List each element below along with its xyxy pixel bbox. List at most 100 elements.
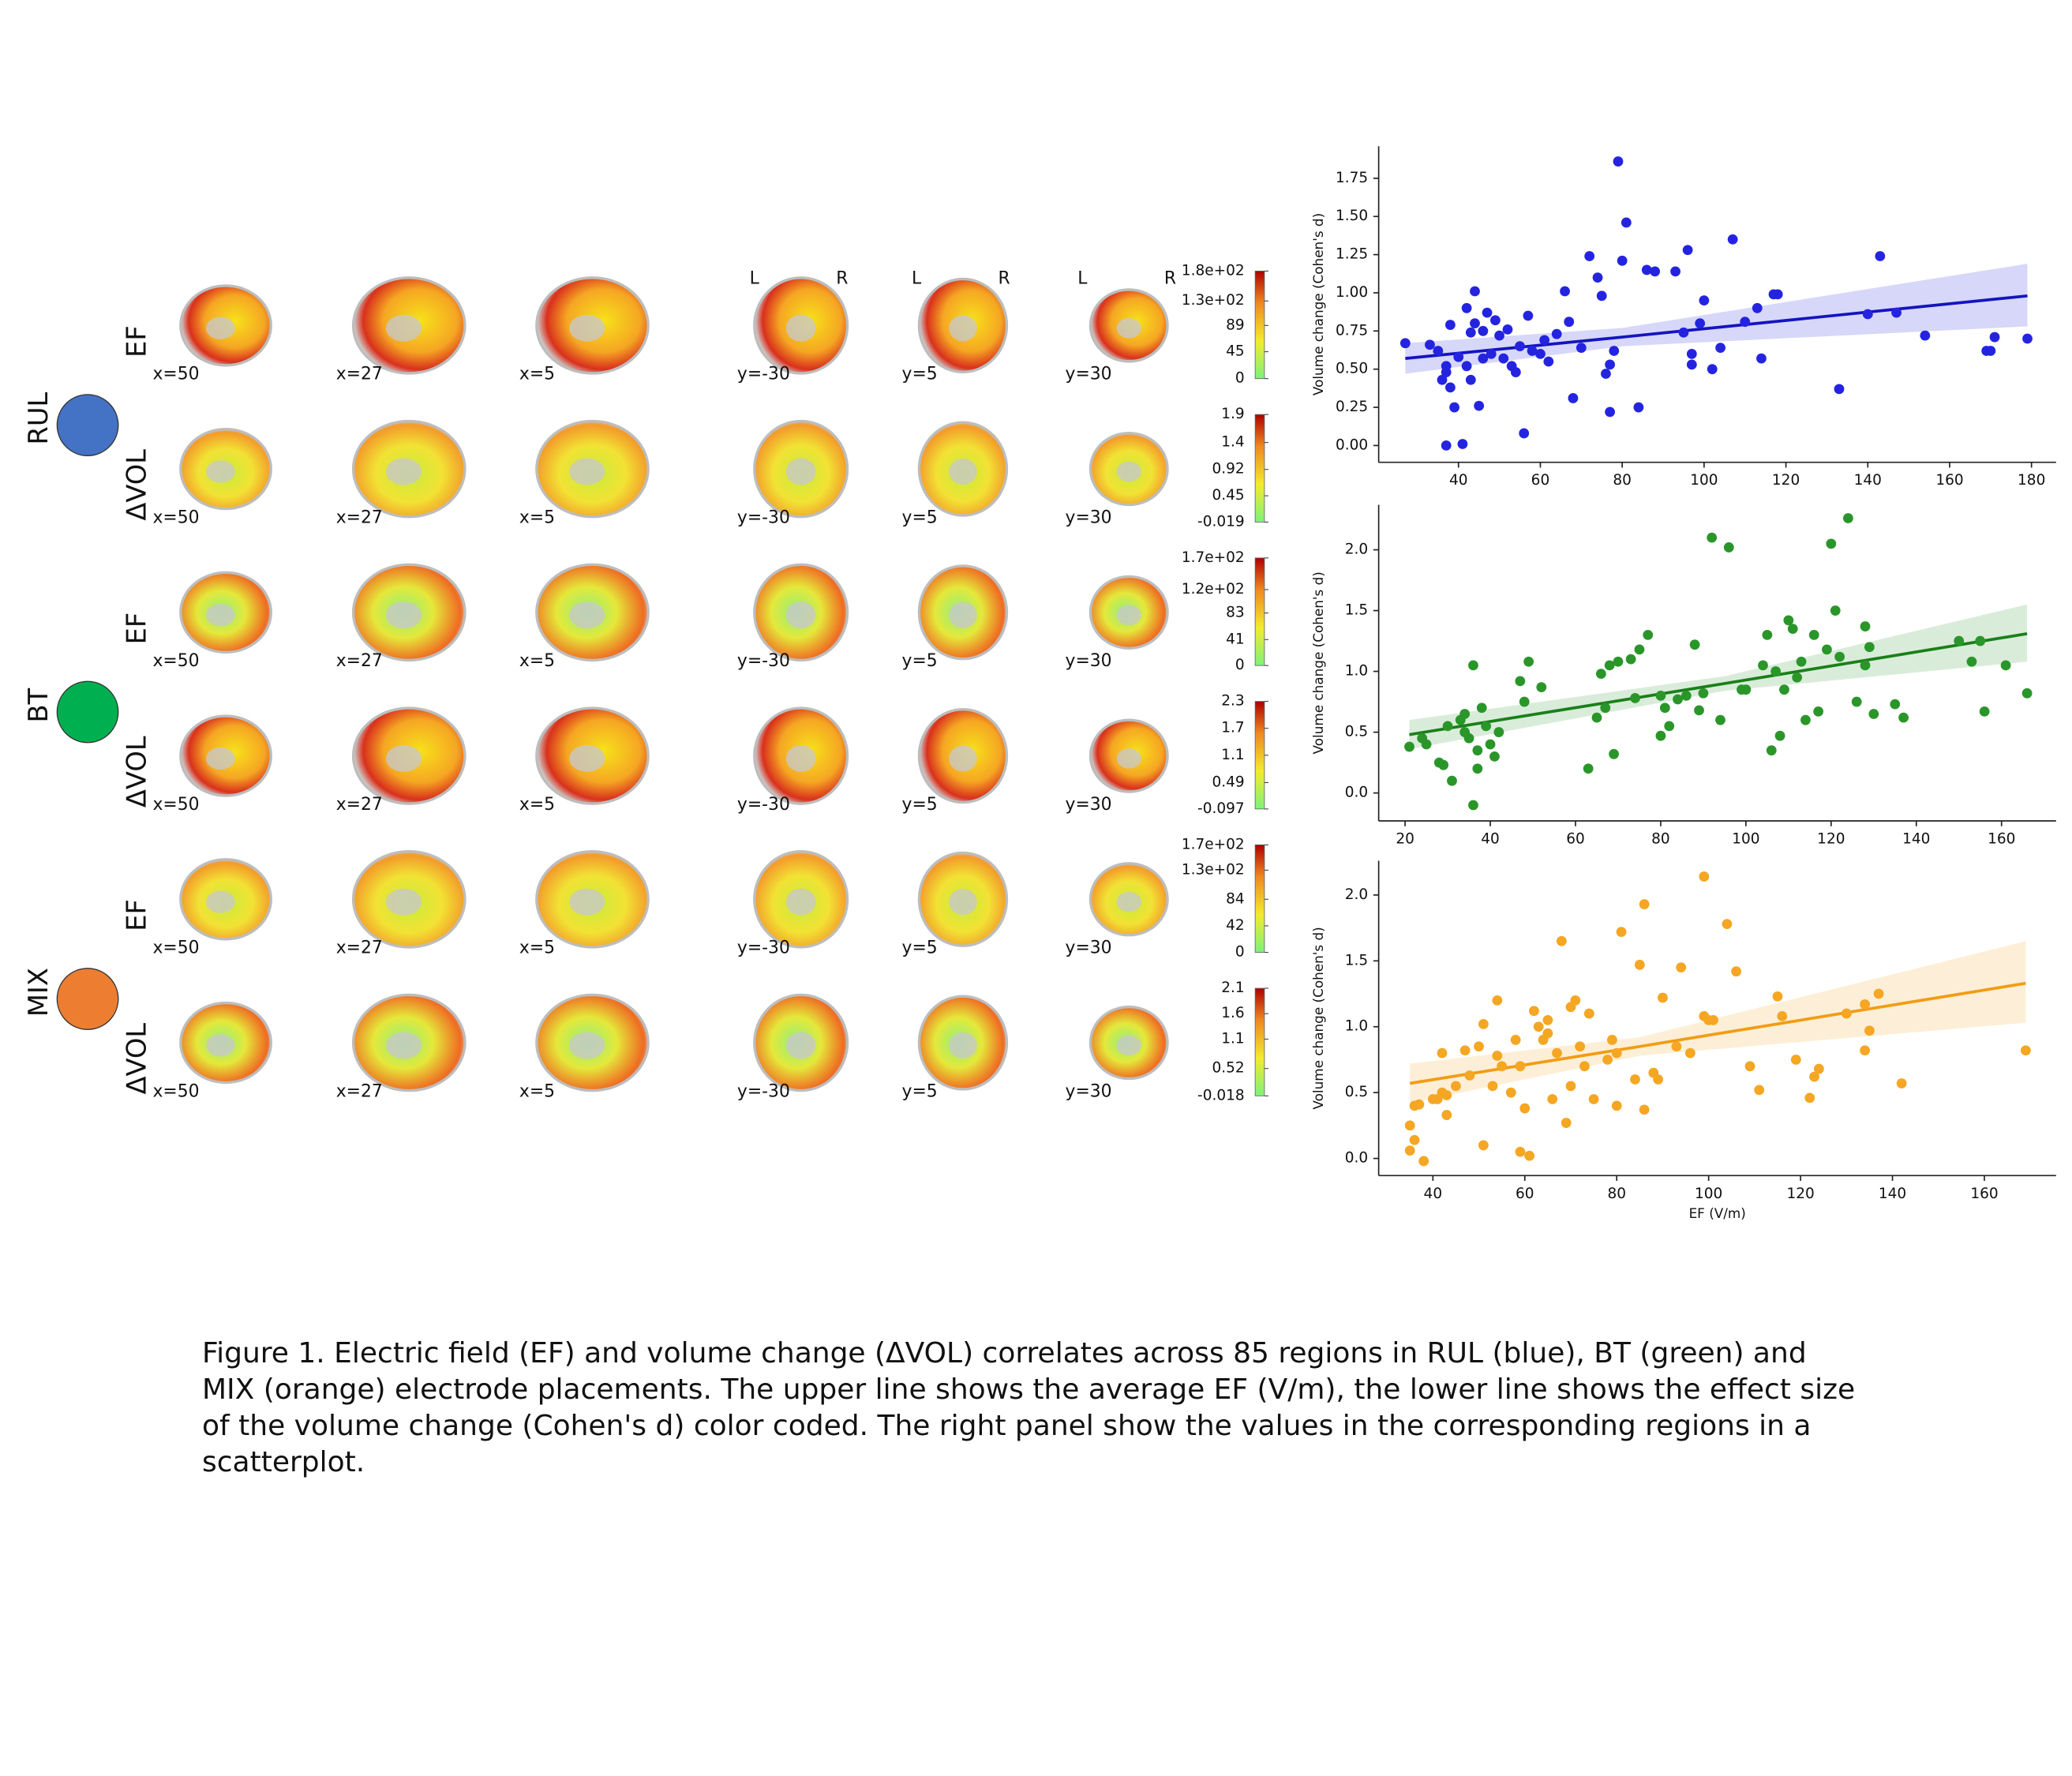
data-point [1523,310,1534,321]
x-tick-label: 20 [1396,831,1414,848]
data-point [1470,286,1480,297]
brain-core [569,1032,605,1059]
data-point [1708,1015,1718,1025]
data-point [1860,660,1871,671]
data-point [1492,995,1503,1006]
y-tick-label: 1.5 [1345,602,1368,619]
slice-label: y=30 [1066,1081,1112,1101]
data-point [1409,1134,1420,1145]
slice-label: y=5 [902,365,938,384]
data-point [1804,1092,1815,1103]
colorbar [1254,701,1265,810]
brain-core [569,888,605,916]
slice-label: x=5 [519,651,555,671]
brain-core [949,601,977,628]
slice-label: y=5 [902,939,938,958]
data-point [1523,656,1534,667]
colorbar-tick-label: 0 [1235,944,1245,961]
data-point [1437,1047,1448,1058]
data-point [1664,721,1675,732]
brain-core [385,888,422,916]
data-point [1437,374,1448,385]
colorbar-tick-label: 2.3 [1221,693,1244,710]
x-tick-label: 100 [1690,472,1718,489]
data-point [1920,330,1931,341]
colorbar-tick-label: 89 [1226,317,1245,333]
data-point [1787,624,1798,635]
data-point [1686,348,1697,359]
y-axis-label: Volume change (Cohen's d) [1310,571,1326,754]
data-point [1890,699,1901,710]
data-point [1621,217,1632,228]
data-point [1630,693,1640,703]
y-tick-label: 0.0 [1345,785,1368,801]
brain-core [1116,605,1141,625]
colorbar [1254,557,1265,666]
x-tick-label: 60 [1516,1186,1534,1202]
data-point [1490,315,1501,326]
data-point [1444,382,1456,393]
y-tick-label: 0.0 [1345,1150,1368,1167]
slice-label: x=50 [153,508,200,527]
data-point [1552,1047,1562,1058]
data-point [1451,1081,1461,1092]
brain-core [206,1034,235,1057]
data-point [1510,367,1521,377]
brain-core [385,1032,422,1059]
data-point [1425,339,1435,350]
brain-core [1116,461,1141,482]
data-point [1864,642,1875,653]
data-point [1796,656,1807,667]
y-tick-label: 2.0 [1345,886,1368,903]
data-point [1515,1061,1526,1072]
data-point [1826,538,1837,549]
data-point [1449,402,1459,413]
data-point [1954,635,1965,646]
y-tick-label: 1.00 [1336,284,1368,301]
slice-label: x=27 [336,508,383,527]
data-point [1790,1055,1801,1065]
data-point [1605,407,1616,418]
data-point [1630,1074,1640,1085]
group-marker [56,680,119,744]
data-point [1639,899,1650,909]
colorbar-tick-label: 1.3e+02 [1182,861,1245,878]
data-point [1676,962,1687,973]
confidence-band [1409,604,2028,750]
data-point [1875,251,1886,261]
data-point [1457,439,1468,449]
data-point [1481,721,1492,732]
data-point [1591,712,1602,723]
data-point [1568,393,1579,403]
slice-label: x=27 [336,1081,383,1101]
data-point [1851,696,1862,707]
data-point [1536,682,1547,692]
x-tick-label: 140 [1854,472,1882,489]
data-point [1792,672,1803,683]
data-point [1834,651,1845,662]
data-point [1529,1006,1539,1017]
data-point [1494,330,1504,341]
data-point [1465,374,1476,385]
data-point [1671,1041,1682,1052]
colorbar [1254,414,1265,523]
orientation-label: L [1077,268,1088,288]
brain-core [385,601,422,629]
brain-core [785,888,816,916]
data-point [1684,1047,1695,1058]
y-tick-label: 1.5 [1345,952,1368,969]
data-point [1731,966,1741,977]
x-tick-label: 60 [1566,831,1585,848]
slice-label: y=5 [902,795,938,815]
data-point [1860,1045,1871,1056]
y-axis-label: Volume change (Cohen's d) [1310,927,1326,1109]
data-point [1464,1070,1475,1081]
colorbar-tick-label: 1.8e+02 [1182,262,1245,279]
data-point [1476,703,1487,714]
slice-label: x=5 [519,508,555,527]
data-point [1625,654,1636,665]
brain-core [385,314,422,342]
data-point [1474,400,1485,411]
y-axis-label: Volume change (Cohen's d) [1310,213,1326,395]
data-point [1655,690,1666,701]
